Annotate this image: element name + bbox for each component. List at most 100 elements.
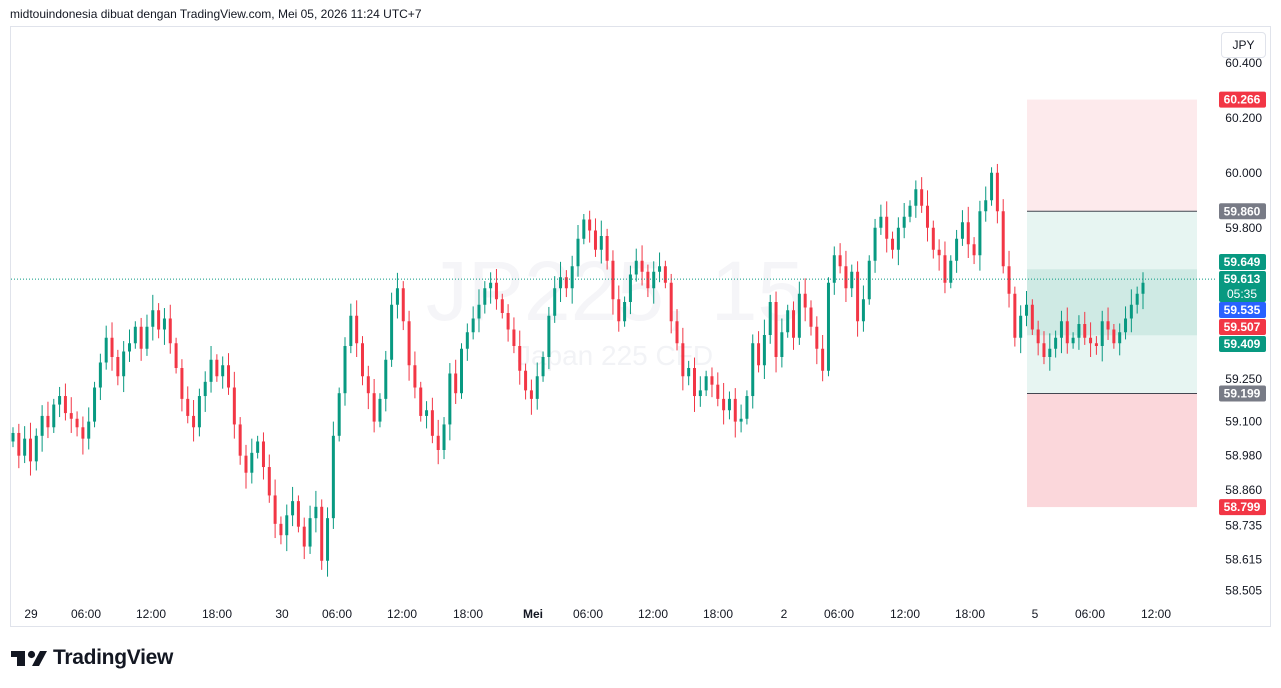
candle [722,382,726,425]
candle [52,398,56,433]
candle [1094,336,1098,355]
candle [553,276,557,323]
candle [1129,289,1133,333]
candle [139,317,143,361]
watermark-symbol: JP225, 15 [426,244,804,338]
y-tick-label: 60.400 [1225,56,1262,70]
bar-countdown: 05:35 [1227,287,1257,301]
price-label-high: 59.649 [1219,254,1266,270]
stop-zone-lower[interactable] [1027,393,1197,508]
candle [407,310,411,381]
candle [844,250,848,302]
candle [902,203,906,239]
candle [797,281,801,345]
position-tool[interactable] [1027,99,1197,508]
candle [605,228,609,270]
x-tick-label: 18:00 [703,607,733,621]
candle [40,405,44,452]
candle [279,516,283,545]
svg-text:59.507: 59.507 [1224,320,1261,334]
y-tick-label: 58.860 [1225,483,1262,497]
stop-zone-upper[interactable] [1027,99,1197,212]
candle [861,285,865,332]
candle [93,381,97,428]
candle [75,411,79,437]
candle [250,438,254,484]
candle [710,367,714,398]
candle [157,303,161,339]
candle [401,281,405,331]
candle [46,401,50,439]
candle [774,291,778,373]
candle [209,346,213,393]
currency-button[interactable]: JPY [1221,32,1266,58]
candle [826,277,830,377]
candle [151,294,155,341]
x-tick-label: 30 [275,607,289,621]
candle [512,317,516,354]
candle [1118,323,1122,356]
candle [640,245,644,286]
candle [669,273,673,334]
candle [920,177,924,213]
x-tick-label: 12:00 [136,607,166,621]
svg-text:58.799: 58.799 [1224,500,1261,514]
x-tick-label: 12:00 [890,607,920,621]
candle [1135,286,1139,314]
candle [838,243,842,274]
candle [11,427,15,448]
y-tick-label: 58.735 [1225,518,1262,532]
candle [547,306,551,370]
candle [127,329,131,362]
candle [104,325,108,370]
entry-zone[interactable] [1027,269,1197,336]
candle [448,363,452,441]
candle [856,261,860,337]
price-label-stop-loss: 58.799 [1219,499,1266,516]
candle [232,371,236,439]
candle [390,292,394,367]
candle [425,401,429,429]
candle [891,231,895,259]
x-tick-label: Mei [523,607,543,621]
x-tick-label: 12:00 [1141,607,1171,621]
candle [704,370,708,397]
candle [896,217,900,266]
candle [803,278,807,322]
candle [197,388,201,437]
candle [1077,315,1081,350]
candle [873,218,877,273]
candle [541,351,545,382]
candle [751,334,755,409]
candle [716,372,720,407]
candle [617,285,621,332]
candle [349,303,353,354]
candle [559,261,563,302]
candle [180,359,184,412]
candle [908,200,912,223]
candle [337,387,341,442]
tradingview-brand[interactable]: TradingView [11,645,173,671]
candle [955,229,959,273]
candle [366,365,370,410]
x-tick-label: 2 [781,607,788,621]
candle [98,353,102,401]
price-axis[interactable]: 60.400 60.200 60.000 59.800 59.250 59.100 58.9… [1225,56,1262,598]
candle [477,289,481,333]
candle [221,356,225,389]
candle [326,507,330,577]
svg-text:59.535: 59.535 [1224,303,1261,317]
candle [454,359,458,404]
x-tick-label: 18:00 [955,607,985,621]
candle [192,400,196,442]
candle [879,204,883,235]
time-axis[interactable]: 29 06:00 12:00 18:00 30 06:00 12:00 18:00 Mei 06:… [24,607,1171,621]
chart-frame [10,26,1271,627]
candle [762,319,766,379]
candle [885,201,889,253]
candle [186,386,190,424]
candle [1042,331,1046,365]
candle [1019,305,1023,354]
